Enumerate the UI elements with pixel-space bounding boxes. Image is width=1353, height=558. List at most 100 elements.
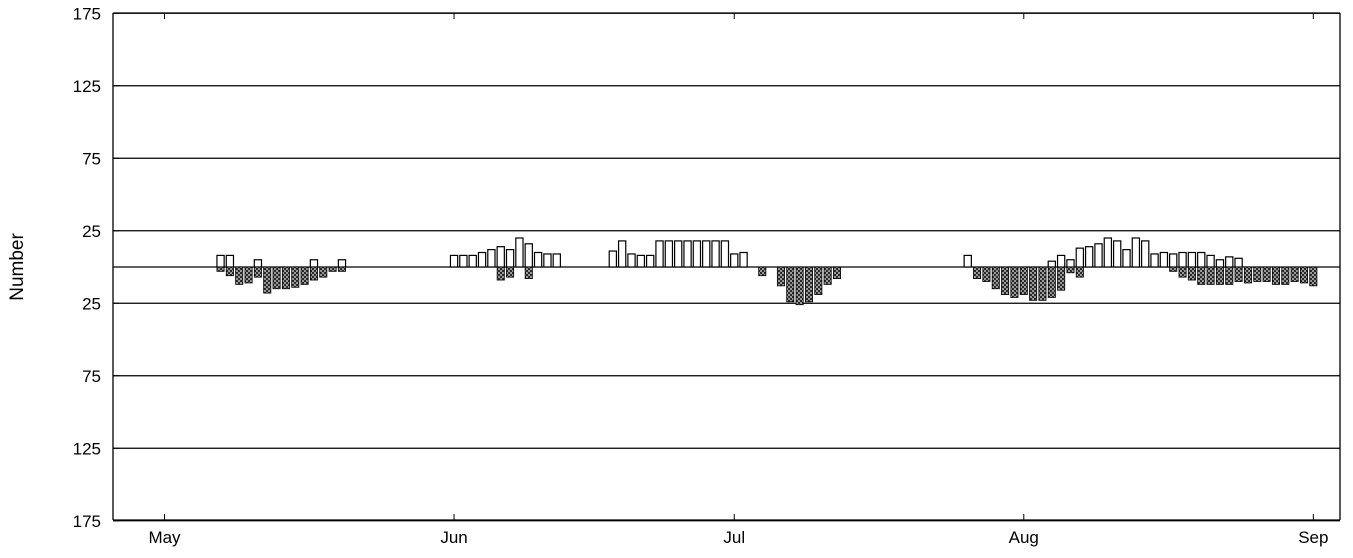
bar-positive <box>524 243 533 268</box>
bar-negative <box>776 266 785 287</box>
bar-positive <box>730 253 739 268</box>
bar-positive <box>645 254 655 268</box>
bar-negative <box>1075 266 1084 278</box>
bar-negative <box>1290 266 1299 282</box>
x-tick-label: Jul <box>723 528 745 547</box>
bar-negative <box>823 266 832 285</box>
bar-negative <box>337 266 346 272</box>
bar-negative <box>1019 266 1028 295</box>
bar-negative <box>319 266 328 278</box>
y-tick-label: 25 <box>82 294 101 313</box>
bar-negative <box>225 266 234 277</box>
bar-positive <box>702 240 711 268</box>
bar-negative <box>1309 266 1318 287</box>
bar-positive <box>655 240 664 268</box>
bar-positive <box>664 240 674 268</box>
bar-negative <box>1001 266 1010 295</box>
bar-negative <box>1010 266 1019 298</box>
x-tick-label: Jun <box>440 528 467 547</box>
y-tick-label: 125 <box>73 439 101 458</box>
bar-positive <box>253 259 263 268</box>
bar-positive <box>1131 237 1141 268</box>
y-tick-label: 175 <box>73 512 101 531</box>
bar-positive <box>216 254 225 268</box>
bar-positive <box>515 237 524 268</box>
bar-negative <box>506 266 515 278</box>
y-tick-label: 75 <box>82 149 101 168</box>
bar-positive <box>1047 260 1056 268</box>
bar-positive <box>692 240 702 268</box>
bar-positive <box>1215 259 1225 268</box>
bar-negative <box>216 266 225 272</box>
bar-positive <box>720 240 730 268</box>
y-tick-label: 25 <box>82 222 101 241</box>
bar-positive <box>496 246 505 268</box>
bar-negative <box>253 266 262 278</box>
bar-negative <box>1243 266 1252 284</box>
bar-positive <box>309 259 319 268</box>
bar-positive <box>1197 251 1206 268</box>
bar-positive <box>683 240 692 268</box>
bar-positive <box>459 254 468 268</box>
bar-negative <box>1178 266 1187 278</box>
bar-negative <box>496 266 505 281</box>
bar-negative <box>795 266 804 306</box>
bar-positive <box>487 249 496 268</box>
bar-positive <box>711 240 720 268</box>
bar-negative <box>1206 266 1215 285</box>
bar-negative <box>814 266 823 295</box>
y-tick-label: 75 <box>82 367 101 386</box>
bar-negative <box>244 266 253 284</box>
bar-negative <box>1271 266 1280 285</box>
x-tick-label: Aug <box>1009 528 1039 547</box>
bar-positive <box>1122 249 1131 268</box>
bar-negative <box>328 266 337 272</box>
bar-positive <box>533 251 543 268</box>
bar-positive <box>337 259 347 268</box>
bar-positive <box>963 254 972 268</box>
bar-positive <box>627 253 636 268</box>
bar-positive <box>1094 243 1103 268</box>
bar-negative <box>982 266 991 282</box>
bar-negative <box>1234 266 1243 282</box>
y-tick-label: 125 <box>73 77 101 96</box>
bar-positive <box>1056 254 1066 268</box>
bar-positive <box>468 254 477 268</box>
bar-negative <box>1066 266 1075 274</box>
bar-positive <box>1075 247 1085 268</box>
x-tick-label: Sep <box>1298 528 1328 547</box>
bar-positive <box>673 240 683 268</box>
bar-negative <box>758 266 767 277</box>
bar-positive <box>1206 254 1215 268</box>
axes: 175 125 75 25 25 75 125 175 May Jun Jul Aug Sep <box>73 4 1341 547</box>
bar-negative <box>1029 266 1038 301</box>
bar-negative <box>832 266 841 280</box>
bar-negative <box>309 266 318 281</box>
bar-negative <box>1057 266 1066 291</box>
bar-positive <box>225 254 235 268</box>
bar-positive <box>449 254 459 268</box>
bar-positive <box>552 253 561 268</box>
bar-positive <box>1169 253 1178 268</box>
bar-negative <box>1225 266 1234 285</box>
bar-negative <box>1253 266 1262 282</box>
bar-negative <box>1299 266 1308 284</box>
bar-negative <box>281 266 290 290</box>
bars <box>216 237 1318 306</box>
bar-negative <box>1215 266 1224 285</box>
bar-positive <box>505 249 515 268</box>
bar-positive <box>617 240 627 268</box>
bar-negative <box>1197 266 1206 285</box>
bar-positive <box>1066 259 1075 268</box>
bar-negative <box>235 266 244 285</box>
bar-negative <box>291 266 300 288</box>
bar-positive <box>1225 256 1234 268</box>
bar-negative <box>786 266 795 303</box>
bar-negative <box>1169 266 1178 272</box>
bar-positive <box>1150 253 1159 268</box>
bar-positive <box>1112 240 1122 268</box>
bar-negative <box>973 266 982 280</box>
bar-negative <box>991 266 1000 290</box>
bar-negative <box>1281 266 1290 285</box>
